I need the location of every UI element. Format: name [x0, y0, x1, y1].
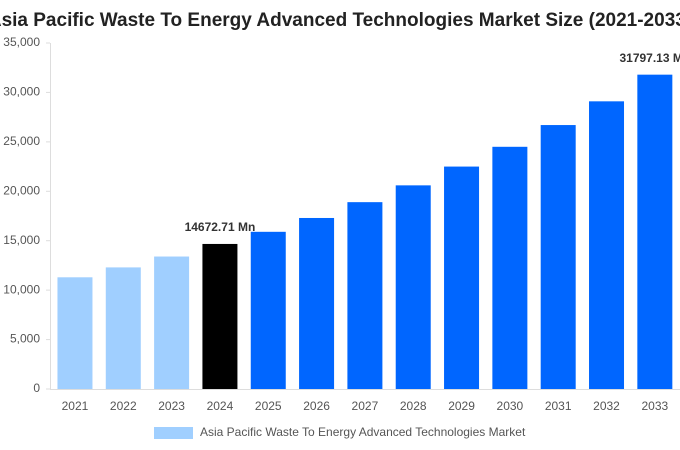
bar [202, 243, 238, 389]
x-tick-label: 2026 [303, 399, 330, 413]
x-tick-label: 2029 [448, 399, 475, 413]
bar [57, 277, 93, 389]
y-tick-label: 0 [33, 381, 40, 395]
x-tick-label: 2028 [400, 399, 427, 413]
y-tick-label: 15,000 [3, 233, 40, 247]
data-label: 31797.13 Mn [619, 51, 680, 65]
y-tick-label: 30,000 [3, 85, 40, 99]
data-label: 14672.71 Mn [185, 220, 256, 234]
x-tick-label: 2022 [110, 399, 137, 413]
x-tick-label: 2027 [352, 399, 379, 413]
y-tick-label: 35,000 [3, 35, 40, 49]
bar [540, 125, 576, 390]
y-tick-label: 5,000 [10, 332, 40, 346]
chart-title: Asia Pacific Waste To Energy Advanced Te… [0, 10, 680, 31]
legend-swatch [154, 427, 193, 439]
bar [299, 217, 335, 389]
bar [347, 202, 383, 389]
bar [589, 101, 625, 389]
legend-label: Asia Pacific Waste To Energy Advanced Te… [200, 425, 526, 439]
x-tick-label: 2032 [593, 399, 620, 413]
x-tick-label: 2021 [62, 399, 89, 413]
y-tick-label: 10,000 [3, 282, 40, 296]
bar [250, 231, 286, 389]
bar [492, 146, 528, 389]
y-tick-label: 20,000 [3, 183, 40, 197]
bar [444, 166, 480, 389]
x-tick-label: 2031 [545, 399, 572, 413]
bar [395, 185, 431, 389]
x-tick-label: 2030 [497, 399, 524, 413]
x-tick-label: 2033 [641, 399, 668, 413]
x-tick-label: 2025 [255, 399, 282, 413]
bar [637, 74, 673, 389]
bar [105, 267, 141, 389]
x-tick-label: 2023 [158, 399, 185, 413]
x-tick-label: 2024 [207, 399, 234, 413]
y-tick-label: 25,000 [3, 134, 40, 148]
bar [154, 256, 190, 389]
